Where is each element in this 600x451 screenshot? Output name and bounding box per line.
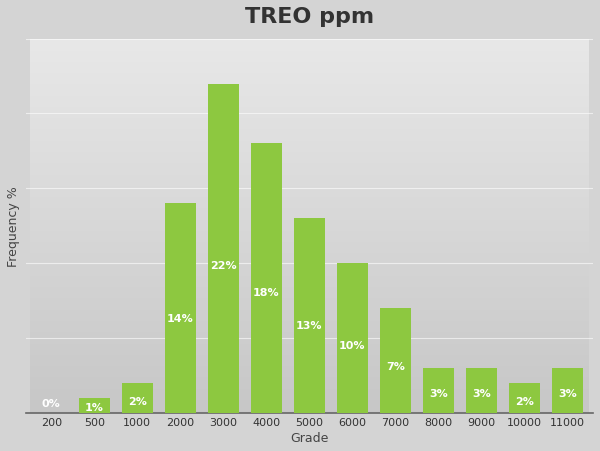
Bar xyxy=(509,383,540,413)
Text: 3%: 3% xyxy=(472,388,491,398)
X-axis label: Grade: Grade xyxy=(290,431,328,444)
Text: 2%: 2% xyxy=(515,396,533,406)
Text: 1%: 1% xyxy=(85,402,104,412)
Text: 14%: 14% xyxy=(167,314,194,324)
Title: TREO ppm: TREO ppm xyxy=(245,7,374,27)
Bar xyxy=(251,144,282,413)
Bar xyxy=(165,204,196,413)
Bar xyxy=(423,368,454,413)
Bar xyxy=(466,368,497,413)
Text: 18%: 18% xyxy=(253,287,280,297)
Bar xyxy=(380,308,411,413)
Bar xyxy=(208,84,239,413)
Bar xyxy=(122,383,153,413)
Text: 3%: 3% xyxy=(429,388,448,398)
Bar xyxy=(552,368,583,413)
Bar xyxy=(79,398,110,413)
Text: 2%: 2% xyxy=(128,396,147,406)
Bar xyxy=(294,219,325,413)
Text: 3%: 3% xyxy=(558,388,577,398)
Y-axis label: Frequency %: Frequency % xyxy=(7,186,20,267)
Bar xyxy=(337,263,368,413)
Text: 22%: 22% xyxy=(210,260,236,270)
Text: 10%: 10% xyxy=(339,341,365,350)
Text: 0%: 0% xyxy=(42,398,61,408)
Text: 7%: 7% xyxy=(386,361,405,371)
Text: 13%: 13% xyxy=(296,321,323,331)
